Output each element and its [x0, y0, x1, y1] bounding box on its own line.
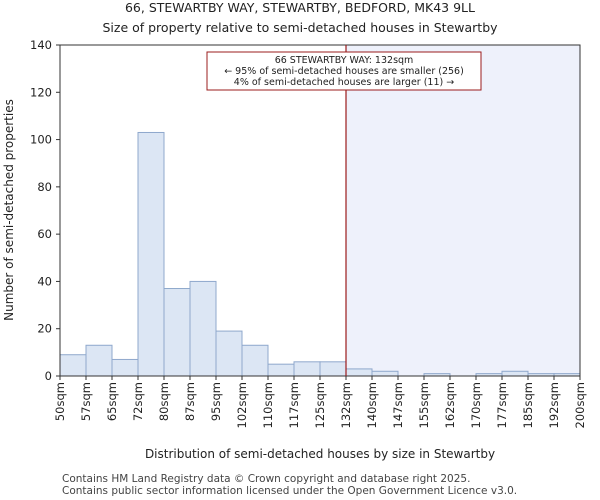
- y-tick-label: 20: [37, 322, 52, 336]
- y-tick-label: 40: [37, 274, 52, 288]
- histogram-bar: [345, 368, 373, 377]
- annotation-box: [206, 51, 482, 91]
- histogram-bar: [241, 344, 269, 377]
- x-tick-label: 162sqm: [443, 382, 457, 428]
- chart-title: 66, STEWARTBY WAY, STEWARTBY, BEDFORD, M…: [125, 0, 475, 15]
- histogram-bar: [189, 280, 217, 377]
- larger-region-shade: [346, 45, 580, 376]
- y-tick-label: 100: [30, 133, 52, 147]
- x-tick-label: 140sqm: [365, 382, 379, 428]
- footer-line-2: Contains public sector information licen…: [62, 485, 517, 497]
- histogram-bar: [293, 361, 321, 377]
- histogram-bar: [319, 361, 347, 377]
- x-tick-label: 65sqm: [105, 382, 119, 421]
- histogram-bar: [85, 344, 113, 377]
- x-tick-label: 87sqm: [183, 382, 197, 421]
- annotation-line-1: 66 STEWARTBY WAY: 132sqm: [275, 55, 414, 66]
- histogram-bar: [501, 370, 529, 377]
- y-tick-label: 0: [45, 369, 52, 383]
- histogram-bar: [137, 131, 165, 377]
- x-tick-label: 110sqm: [261, 382, 275, 428]
- x-tick-label: 50sqm: [53, 382, 67, 421]
- x-axis-label: Distribution of semi-detached houses by …: [145, 447, 495, 461]
- x-tick-label: 170sqm: [469, 382, 483, 428]
- y-axis-label: Number of semi-detached properties: [2, 99, 16, 321]
- annotation-line-2: ← 95% of semi-detached houses are smalle…: [224, 66, 464, 77]
- x-tick-label: 80sqm: [157, 382, 171, 421]
- histogram-bar: [371, 370, 399, 377]
- y-tick-label: 120: [30, 85, 52, 99]
- x-tick-label: 102sqm: [235, 382, 249, 428]
- x-tick-label: 192sqm: [547, 382, 561, 428]
- y-tick-label: 140: [30, 38, 52, 52]
- histogram-bar: [267, 363, 295, 377]
- x-tick-label: 117sqm: [287, 382, 301, 428]
- footer-line-1: Contains HM Land Registry data © Crown c…: [62, 473, 470, 485]
- x-tick-label: 155sqm: [417, 382, 431, 428]
- histogram-bar: [59, 354, 87, 377]
- x-tick-label: 185sqm: [521, 382, 535, 428]
- histogram-bar: [163, 288, 191, 377]
- x-tick-label: 200sqm: [573, 382, 587, 428]
- x-tick-label: 57sqm: [79, 382, 93, 421]
- annotation-line-3: 4% of semi-detached houses are larger (1…: [234, 77, 454, 88]
- x-tick-label: 177sqm: [495, 382, 509, 428]
- y-tick-label: 80: [37, 180, 52, 194]
- x-tick-label: 132sqm: [339, 382, 353, 428]
- chart-subtitle: Size of property relative to semi-detach…: [102, 20, 498, 35]
- x-tick-label: 95sqm: [209, 382, 223, 421]
- histogram-bar: [111, 358, 139, 377]
- x-tick-label: 125sqm: [313, 382, 327, 428]
- y-tick-label: 60: [37, 227, 52, 241]
- plot-area: 0 20 40 60 80 100 120 140 50sqm 57sqm 65sqm 72sqm 80…: [30, 38, 587, 428]
- histogram-bar: [215, 330, 243, 377]
- x-tick-label: 72sqm: [131, 382, 145, 421]
- x-tick-label: 147sqm: [391, 382, 405, 428]
